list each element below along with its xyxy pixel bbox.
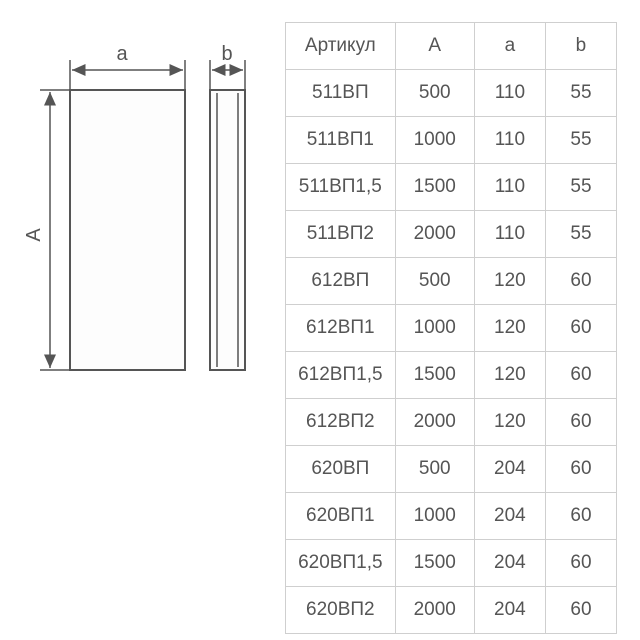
col-header-article: Артикул xyxy=(286,23,396,70)
cell-A: 1500 xyxy=(395,540,474,587)
cell-article: 612ВП2 xyxy=(286,399,396,446)
cell-A: 1000 xyxy=(395,305,474,352)
cell-b: 60 xyxy=(545,352,616,399)
page-container: a b A Артикул A a b 511ВП xyxy=(0,0,640,640)
table-row: 620ВП 500 204 60 xyxy=(286,446,617,493)
dim-label-A: A xyxy=(23,228,45,242)
cell-article: 511ВП xyxy=(286,70,396,117)
dim-label-b: b xyxy=(221,43,232,65)
cell-A: 1000 xyxy=(395,493,474,540)
table-header-row: Артикул A a b xyxy=(286,23,617,70)
table-row: 511ВП1,5 1500 110 55 xyxy=(286,164,617,211)
cell-A: 2000 xyxy=(395,587,474,634)
table-row: 511ВП1 1000 110 55 xyxy=(286,117,617,164)
cell-a: 120 xyxy=(474,352,545,399)
cell-a: 110 xyxy=(474,164,545,211)
table-row: 511ВП2 2000 110 55 xyxy=(286,211,617,258)
cell-article: 620ВП2 xyxy=(286,587,396,634)
dimension-diagram: a b A xyxy=(10,30,270,430)
cell-article: 612ВП1,5 xyxy=(286,352,396,399)
cell-A: 1500 xyxy=(395,352,474,399)
cell-A: 2000 xyxy=(395,399,474,446)
cell-A: 1500 xyxy=(395,164,474,211)
cell-article: 612ВП xyxy=(286,258,396,305)
cell-article: 511ВП2 xyxy=(286,211,396,258)
table-row: 620ВП1,5 1500 204 60 xyxy=(286,540,617,587)
cell-A: 500 xyxy=(395,446,474,493)
side-view-rect xyxy=(210,90,245,370)
cell-b: 60 xyxy=(545,540,616,587)
cell-b: 60 xyxy=(545,587,616,634)
cell-b: 60 xyxy=(545,258,616,305)
cell-b: 55 xyxy=(545,211,616,258)
table-row: 612ВП 500 120 60 xyxy=(286,258,617,305)
cell-a: 120 xyxy=(474,305,545,352)
cell-A: 500 xyxy=(395,258,474,305)
col-header-A: A xyxy=(395,23,474,70)
cell-article: 511ВП1 xyxy=(286,117,396,164)
cell-a: 120 xyxy=(474,399,545,446)
cell-a: 204 xyxy=(474,446,545,493)
cell-A: 1000 xyxy=(395,117,474,164)
cell-A: 2000 xyxy=(395,211,474,258)
table-row: 612ВП1,5 1500 120 60 xyxy=(286,352,617,399)
cell-b: 60 xyxy=(545,493,616,540)
cell-a: 204 xyxy=(474,493,545,540)
cell-b: 55 xyxy=(545,117,616,164)
cell-a: 110 xyxy=(474,70,545,117)
dim-label-a: a xyxy=(116,43,128,65)
cell-b: 60 xyxy=(545,399,616,446)
cell-a: 204 xyxy=(474,587,545,634)
cell-article: 620ВП1,5 xyxy=(286,540,396,587)
cell-a: 204 xyxy=(474,540,545,587)
cell-a: 110 xyxy=(474,117,545,164)
table-row: 620ВП2 2000 204 60 xyxy=(286,587,617,634)
cell-article: 620ВП xyxy=(286,446,396,493)
col-header-b: b xyxy=(545,23,616,70)
cell-b: 60 xyxy=(545,305,616,352)
table-row: 620ВП1 1000 204 60 xyxy=(286,493,617,540)
cell-A: 500 xyxy=(395,70,474,117)
cell-article: 620ВП1 xyxy=(286,493,396,540)
cell-b: 60 xyxy=(545,446,616,493)
table-row: 511ВП 500 110 55 xyxy=(286,70,617,117)
table-row: 612ВП2 2000 120 60 xyxy=(286,399,617,446)
cell-a: 120 xyxy=(474,258,545,305)
cell-article: 612ВП1 xyxy=(286,305,396,352)
cell-article: 511ВП1,5 xyxy=(286,164,396,211)
cell-b: 55 xyxy=(545,70,616,117)
spec-table: Артикул A a b 511ВП 500 110 55 511ВП1 10… xyxy=(285,22,617,634)
table-row: 612ВП1 1000 120 60 xyxy=(286,305,617,352)
cell-b: 55 xyxy=(545,164,616,211)
cell-a: 110 xyxy=(474,211,545,258)
col-header-a: a xyxy=(474,23,545,70)
front-view-rect xyxy=(70,90,185,370)
